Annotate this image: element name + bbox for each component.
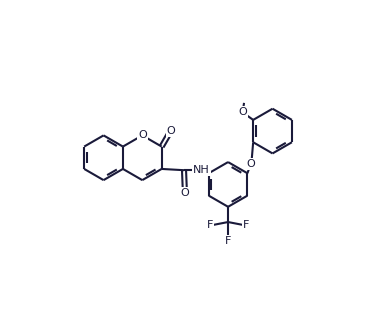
Text: O: O (166, 126, 175, 136)
Text: F: F (206, 220, 213, 230)
Text: NH: NH (193, 165, 210, 175)
Text: O: O (239, 107, 248, 117)
Text: O: O (180, 188, 189, 198)
Text: O: O (138, 130, 147, 140)
Text: F: F (225, 236, 231, 246)
Text: F: F (243, 220, 249, 230)
Text: O: O (246, 159, 255, 169)
